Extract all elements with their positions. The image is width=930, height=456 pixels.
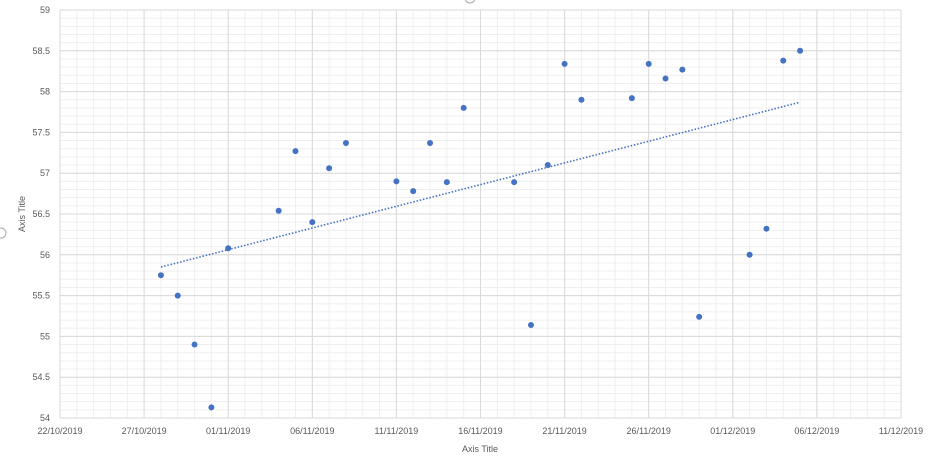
data-point [662, 75, 669, 82]
x-tick-label: 11/11/2019 [375, 426, 419, 436]
data-point [309, 219, 316, 226]
data-point [393, 178, 400, 185]
data-point [157, 272, 164, 279]
y-tick-label: 58.5 [32, 46, 50, 56]
y-axis-tick-labels: 54 54.5 55 55.5 56 56.5 57 57.5 58 58.5 59 [32, 5, 50, 423]
y-tick-label: 57 [40, 168, 50, 178]
data-point [780, 57, 787, 64]
x-tick-label: 01/11/2019 [206, 426, 250, 436]
data-point [797, 47, 804, 54]
trendline-layer [160, 101, 801, 268]
x-tick-label: 11/12/2019 [879, 426, 923, 436]
x-tick-label: 01/12/2019 [710, 426, 755, 436]
y-tick-label: 57.5 [32, 127, 50, 137]
data-point [763, 225, 770, 232]
y-tick-label: 54 [40, 413, 50, 423]
data-point [578, 96, 585, 103]
y-tick-label: 55.5 [32, 291, 50, 301]
data-point [292, 148, 299, 155]
data-point [225, 245, 232, 252]
data-point [679, 66, 686, 73]
data-point [527, 321, 534, 328]
data-point [342, 140, 349, 147]
data-point [628, 95, 635, 102]
linear-trendline [160, 101, 801, 268]
x-axis-title: Axis Title [462, 444, 498, 454]
data-point [174, 292, 181, 299]
chart-resize-handle-top[interactable] [464, 0, 476, 4]
y-tick-label: 58 [40, 87, 50, 97]
y-axis-title: Axis Title [17, 196, 27, 232]
y-tick-label: 55 [40, 331, 50, 341]
data-point [443, 179, 450, 186]
major-gridlines [59, 9, 902, 419]
x-tick-label: 27/10/2019 [122, 426, 167, 436]
data-point [746, 251, 753, 258]
data-point [645, 60, 652, 67]
data-point [208, 404, 215, 411]
data-point [544, 162, 551, 169]
chart-resize-handle-left[interactable] [0, 227, 7, 239]
data-point [191, 341, 198, 348]
x-tick-label: 26/11/2019 [627, 426, 671, 436]
x-axis-tick-labels: 22/10/2019 27/10/2019 01/11/2019 06/11/2019… [37, 426, 923, 436]
data-points [157, 47, 804, 411]
data-point [427, 140, 434, 147]
data-point [410, 188, 417, 195]
y-tick-label: 56.5 [32, 209, 50, 219]
data-point [275, 207, 282, 214]
x-tick-label: 16/11/2019 [458, 426, 502, 436]
x-tick-label: 21/11/2019 [542, 426, 586, 436]
x-tick-label: 22/10/2019 [37, 426, 82, 436]
data-point [511, 179, 518, 186]
x-tick-label: 06/12/2019 [794, 426, 839, 436]
y-tick-label: 56 [40, 250, 50, 260]
data-point [561, 60, 568, 67]
y-tick-label: 59 [40, 5, 50, 15]
data-point [696, 313, 703, 320]
y-tick-label: 54.5 [32, 372, 50, 382]
x-tick-label: 06/11/2019 [290, 426, 334, 436]
data-point [326, 165, 333, 172]
data-point [460, 104, 467, 111]
